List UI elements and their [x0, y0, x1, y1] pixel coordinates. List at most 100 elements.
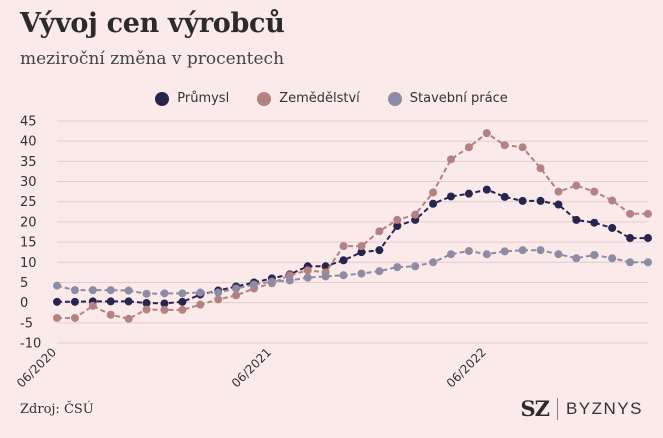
- data-point: [160, 289, 169, 298]
- data-point: [411, 210, 420, 219]
- data-point: [142, 299, 151, 308]
- data-point: [626, 209, 635, 218]
- data-point: [106, 297, 115, 306]
- data-point: [142, 289, 151, 298]
- source-note: Zdroj: ČSÚ: [20, 402, 94, 417]
- data-point: [429, 188, 438, 197]
- legend-marker: [387, 91, 402, 106]
- data-point: [590, 251, 599, 260]
- data-point: [500, 192, 509, 201]
- legend-label: Zemědělství: [279, 91, 360, 106]
- chart-legend: Průmysl Zemědělství Stavební práce: [0, 91, 663, 106]
- y-tick-label: -10: [20, 337, 41, 352]
- data-point: [626, 234, 635, 243]
- data-point: [196, 300, 205, 309]
- series-line: [57, 132, 648, 320]
- data-point: [626, 258, 635, 267]
- data-point: [250, 280, 258, 289]
- data-point: [321, 272, 330, 281]
- data-point: [70, 313, 79, 322]
- chart-subtitle: meziroční změna v procentech: [20, 49, 285, 69]
- data-point: [232, 291, 241, 300]
- series-line: [57, 188, 648, 305]
- data-point: [572, 215, 581, 224]
- data-point: [196, 288, 205, 297]
- data-point: [608, 223, 617, 232]
- data-point: [447, 192, 455, 201]
- series-line: [56, 249, 648, 295]
- data-point: [357, 248, 366, 257]
- brand-divider: [556, 397, 558, 420]
- data-point: [500, 141, 509, 150]
- data-point: [178, 297, 187, 306]
- y-tick-label: 30: [20, 175, 37, 190]
- data-point: [572, 254, 581, 263]
- data-point: [536, 196, 545, 205]
- data-point: [375, 246, 384, 255]
- data-point: [142, 305, 151, 314]
- legend-marker: [257, 91, 272, 106]
- data-point: [536, 164, 545, 173]
- y-tick-label: -5: [20, 316, 33, 331]
- data-point: [53, 297, 61, 306]
- x-tick-label: 06/2022: [444, 345, 489, 390]
- chart-title: Vývoj cen výrobců: [20, 8, 285, 39]
- data-point: [375, 227, 384, 236]
- data-point: [644, 209, 652, 218]
- y-tick-label: 0: [20, 296, 28, 311]
- y-tick-label: 35: [20, 155, 37, 170]
- data-point: [500, 247, 509, 256]
- data-point: [518, 246, 527, 255]
- data-point: [339, 256, 348, 265]
- data-point: [393, 221, 402, 230]
- data-point: [303, 266, 312, 275]
- legend-item-stavebni-prace: Stavební práce: [387, 91, 508, 106]
- y-tick-label: 5: [20, 276, 28, 291]
- x-tick-label: 06/2020: [14, 345, 59, 390]
- data-point: [447, 250, 455, 259]
- data-point: [554, 200, 563, 209]
- data-point: [429, 258, 438, 267]
- data-point: [53, 313, 61, 322]
- y-tick-label: 45: [20, 115, 37, 130]
- data-point: [590, 187, 599, 196]
- data-point: [160, 299, 169, 308]
- y-tick-label: 10: [20, 256, 37, 271]
- data-point: [88, 301, 97, 310]
- y-tick-label: 15: [20, 236, 37, 251]
- data-point: [285, 276, 294, 285]
- data-point: [464, 246, 473, 255]
- data-point: [53, 281, 61, 290]
- legend-label: Průmysl: [177, 91, 230, 106]
- data-point: [411, 262, 420, 271]
- data-point: [375, 267, 384, 276]
- data-point: [518, 143, 527, 152]
- data-point: [106, 286, 115, 295]
- data-point: [232, 284, 241, 293]
- data-point: [554, 250, 563, 259]
- data-point: [178, 289, 187, 298]
- data-point: [644, 234, 652, 243]
- data-point: [357, 242, 366, 251]
- data-point: [393, 215, 402, 224]
- brand-mark: SZ: [520, 396, 549, 421]
- data-point: [214, 295, 223, 304]
- data-point: [160, 305, 169, 314]
- data-point: [554, 187, 563, 196]
- data-point: [518, 196, 527, 205]
- data-point: [608, 196, 617, 205]
- data-point: [482, 250, 491, 259]
- data-point: [357, 269, 366, 278]
- data-point: [70, 286, 79, 295]
- data-point: [124, 286, 133, 295]
- data-point: [608, 254, 617, 263]
- legend-item-prumysl: Průmysl: [155, 91, 229, 106]
- data-point: [429, 199, 438, 208]
- data-point: [303, 273, 312, 282]
- data-point: [124, 314, 133, 323]
- legend-item-zemedelstvi: Zemědělství: [257, 91, 360, 106]
- data-point: [464, 143, 473, 152]
- data-point: [590, 218, 599, 227]
- data-point: [178, 305, 187, 314]
- y-tick-label: 20: [20, 215, 37, 230]
